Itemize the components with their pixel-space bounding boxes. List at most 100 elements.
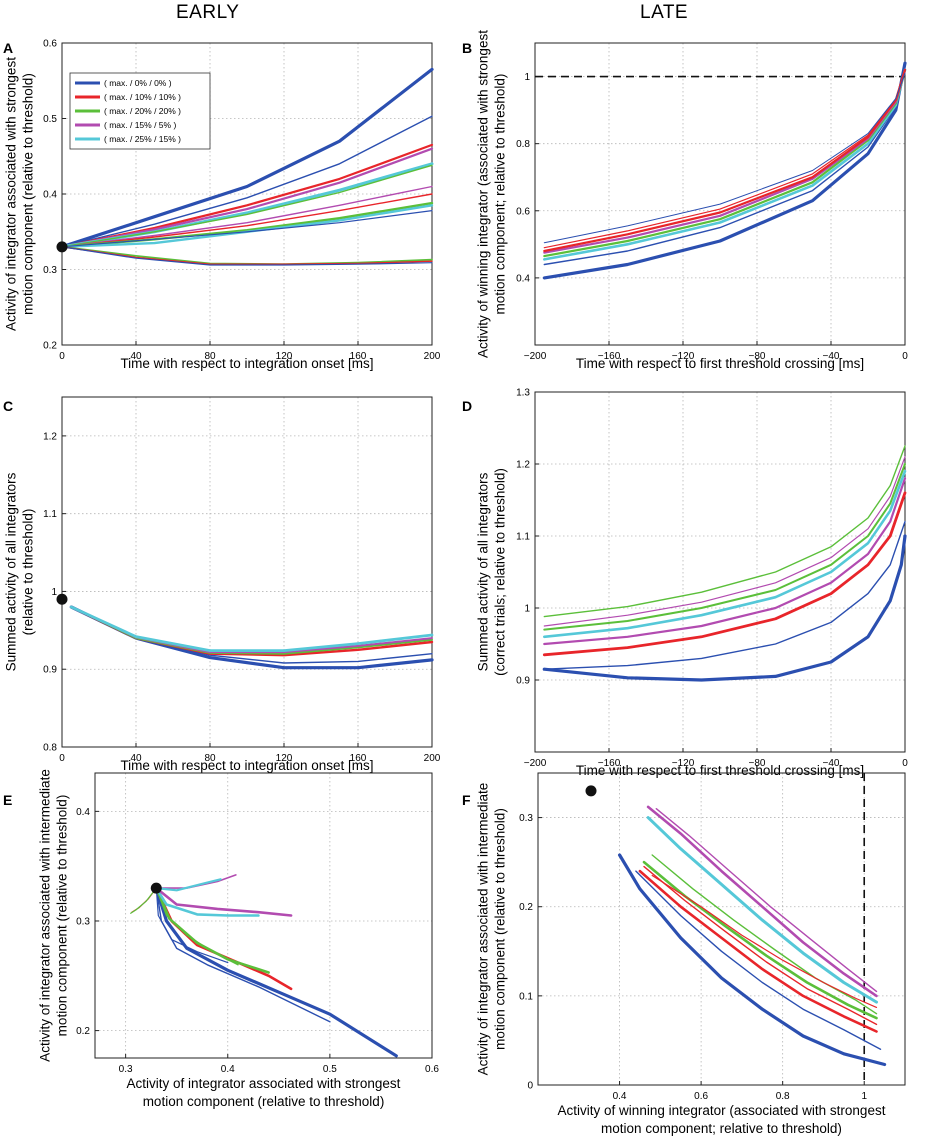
- xtick-label-f-1: 0.6: [694, 1091, 708, 1102]
- y-axis-label-d-1: (correct trials; relative to threshold): [493, 468, 508, 676]
- y-axis-label-a-0: Activity of integrator associated with s…: [4, 57, 19, 331]
- start-point-marker-e: [150, 882, 162, 894]
- x-axis-label-f-1: motion component; relative to threshold): [601, 1121, 842, 1136]
- series-line-d-0: [542, 534, 907, 682]
- xtick-label-e-1: 0.4: [221, 1064, 235, 1075]
- xtick-label-a-1: 40: [130, 351, 142, 362]
- panel-c: 0 40 80 120 160 200 0.8 0.9 1 1.1 1.2 C Time with re…: [3, 396, 441, 773]
- series-line-c-5: [69, 605, 434, 652]
- xtick-label-b-5: 0: [902, 351, 908, 362]
- axes-box-c: [61, 396, 433, 748]
- axes-box-d: [534, 391, 906, 753]
- y-axis-label-f-1: motion component (relative to threshold): [493, 808, 508, 1050]
- series-line-b-3: [543, 68, 907, 258]
- ytick-label-d-0: 0.9: [516, 676, 530, 687]
- y-axis-label-e-0: Activity of integrator associated with i…: [38, 769, 53, 1062]
- legend-entry-2: ( max. / 20% / 20% ): [104, 106, 181, 116]
- xtick-label-c-5: 200: [424, 753, 441, 764]
- panel-label-c: C: [3, 398, 13, 414]
- series-line-d-1: [543, 520, 906, 670]
- xtick-label-b-4: −40: [823, 351, 840, 362]
- xtick-label-a-3: 120: [276, 351, 293, 362]
- ytick-label-a-1: 0.3: [43, 265, 57, 276]
- series-line-e-7: [155, 886, 293, 917]
- y-axis-label-a-1: motion component (relative to threshold): [21, 73, 36, 315]
- y-axis-label-c-1: (relative to threshold): [21, 509, 36, 636]
- xtick-label-a-0: 0: [59, 351, 65, 362]
- late-column-title: LATE: [640, 2, 689, 23]
- ytick-label-c-1: 0.9: [43, 665, 57, 676]
- ytick-label-b-3: 1: [524, 72, 530, 83]
- panel-d: −200 −160 −120 −80 −40 0 0.9 1 1.1 1.2 1.3 D Time wi…: [462, 388, 908, 779]
- series-line-e-11: [130, 887, 157, 914]
- series-line-e-9: [155, 878, 222, 892]
- y-axis-label-c-0: Summed activity of all integrators: [4, 472, 19, 671]
- ytick-label-e-0: 0.2: [76, 1026, 90, 1037]
- xtick-label-e-3: 0.6: [425, 1064, 439, 1075]
- series-line-e-2: [155, 887, 229, 964]
- series-line-d-5: [543, 463, 906, 631]
- xtick-label-c-2: 80: [204, 753, 216, 764]
- x-axis-label-c: Time with respect to integration onset […: [120, 758, 373, 773]
- start-point-marker-a: [56, 241, 68, 253]
- panel-label-d: D: [462, 398, 472, 414]
- xtick-label-c-1: 40: [130, 753, 142, 764]
- panel-e: 0.3 0.4 0.5 0.6 0.2 0.3 0.4 E Activity of integr…: [3, 769, 439, 1109]
- xtick-label-d-0: −200: [524, 758, 547, 769]
- series-line-f-0: [618, 853, 887, 1067]
- x-axis-label-d: Time with respect to first threshold cro…: [576, 763, 864, 778]
- series-line-e-4: [155, 886, 270, 974]
- panel-label-a: A: [3, 40, 13, 56]
- y-axis-label-b-0: Activity of winning integrator (associat…: [476, 30, 491, 358]
- x-axis-label-e-0: Activity of integrator associated with s…: [127, 1076, 401, 1091]
- series-line-f-4: [642, 860, 878, 1020]
- series-line-f-7: [646, 816, 878, 1004]
- series-line-a-6: [61, 185, 433, 248]
- y-axis-label-b-1: motion component; relative to threshold): [493, 74, 508, 315]
- ytick-label-d-2: 1.1: [516, 532, 530, 543]
- series-line-e-0: [154, 886, 398, 1058]
- y-axis-label-f-0: Activity of integrator associated with i…: [476, 783, 491, 1076]
- series-line-d-4: [543, 469, 907, 639]
- y-axis-label-d-0: Summed activity of all integrators: [476, 472, 491, 671]
- series-line-a-10: [61, 210, 433, 248]
- panel-a: 0 40 80 120 160 200 0.2 0.3 0.4 0.5 0.6 A Time with …: [3, 39, 441, 372]
- panel-label-f: F: [462, 792, 471, 808]
- series-line-e-6: [155, 886, 260, 917]
- series-line-b-1: [543, 65, 906, 266]
- panel-f: 0.4 0.6 0.8 1 0 0.1 0.2 0.3 F Activity of winning…: [462, 772, 906, 1136]
- series-line-d-7: [543, 445, 906, 618]
- ytick-label-c-0: 0.8: [43, 743, 57, 754]
- ytick-label-a-3: 0.5: [43, 114, 57, 125]
- series-line-f-6: [651, 874, 878, 1008]
- ytick-label-a-4: 0.6: [43, 39, 57, 50]
- ytick-label-d-4: 1.3: [516, 388, 530, 399]
- series-line-a-1: [61, 115, 433, 248]
- xtick-label-d-4: −40: [823, 758, 840, 769]
- series-line-e-1: [155, 887, 331, 1023]
- series-line-c-0: [69, 605, 434, 670]
- series-line-b-2: [543, 68, 907, 261]
- panel-label-b: B: [462, 40, 472, 56]
- ytick-label-c-4: 1.2: [43, 431, 57, 442]
- xtick-label-e-2: 0.5: [323, 1064, 337, 1075]
- xtick-label-b-3: −80: [749, 351, 766, 362]
- series-line-f-5: [651, 854, 878, 1015]
- panel-b: −200 −160 −120 −80 −40 0 0.4 0.6 0.8 1 B Time with …: [462, 30, 908, 371]
- legend: ( max. / 0% / 0% ) ( max. / 10% / 10% ) ( …: [69, 72, 211, 150]
- ytick-label-c-2: 1: [51, 587, 57, 598]
- ytick-label-b-2: 0.8: [516, 139, 530, 150]
- ytick-label-f-0: 0: [527, 1081, 533, 1092]
- series-line-b-0: [542, 61, 907, 280]
- ytick-label-f-1: 0.1: [519, 991, 533, 1002]
- xtick-label-d-2: −120: [672, 758, 695, 769]
- x-axis-label-b: Time with respect to first threshold cro…: [576, 356, 864, 371]
- ytick-label-f-2: 0.2: [519, 902, 533, 913]
- series-line-a-5: [61, 164, 433, 248]
- series-line-e-5: [155, 887, 239, 966]
- xtick-label-b-1: −160: [598, 351, 621, 362]
- xtick-label-d-3: −80: [749, 758, 766, 769]
- xtick-label-e-0: 0.3: [119, 1064, 133, 1075]
- ytick-label-d-1: 1: [524, 604, 530, 615]
